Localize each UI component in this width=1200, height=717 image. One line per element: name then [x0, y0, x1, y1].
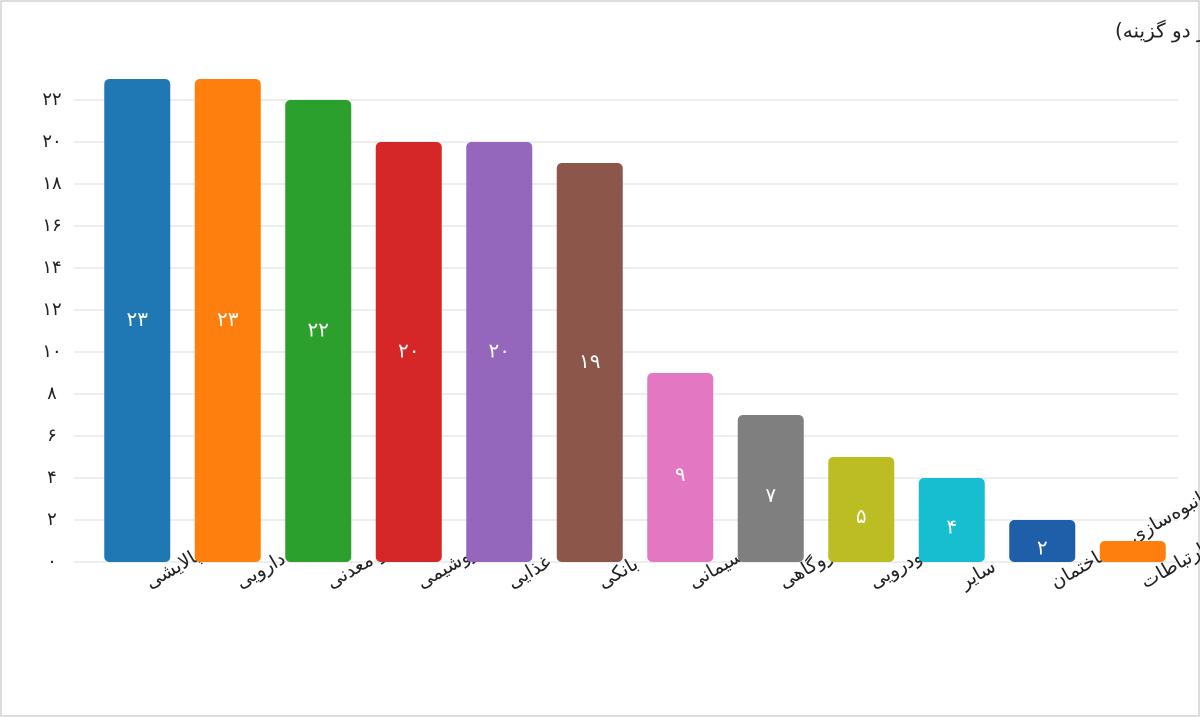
bar [918, 478, 985, 562]
chart-title: از میان صنایع بورسی، کدام دو گروه را در … [1115, 18, 1200, 43]
value-label: ۲ [1037, 536, 1048, 560]
y-tick-label: ۱۶ [42, 215, 61, 236]
bar [466, 142, 533, 562]
value-label: ۴ [946, 515, 957, 539]
y-tick-label: ۰ [47, 551, 57, 572]
value-label: ۱۹ [579, 349, 600, 373]
value-label: ۲۳ [217, 307, 239, 331]
y-tick-label: ۲۰ [42, 131, 61, 152]
value-label: ۲۰ [398, 339, 419, 363]
y-tick-label: ۶ [47, 425, 57, 446]
bar [737, 415, 804, 562]
y-tick-label: ۲۲ [42, 89, 61, 110]
bar [194, 79, 261, 562]
y-tick-label: ۲ [47, 509, 57, 530]
value-label: ۲۰ [489, 339, 510, 363]
value-label: ۲۳ [127, 307, 149, 331]
y-tick-label: ۱۰ [42, 341, 61, 362]
bar [1099, 541, 1166, 562]
bar [556, 163, 623, 562]
y-tick-label: ۱۲ [42, 299, 61, 320]
y-tick-label: ۱۸ [42, 173, 62, 194]
bar [647, 373, 714, 562]
y-tick-label: ۸ [47, 383, 57, 404]
value-label: ۹ [675, 462, 686, 486]
value-label: ۲۲ [308, 318, 329, 342]
value-label: ۷ [765, 483, 776, 507]
bar [375, 142, 442, 562]
value-label: ۵ [856, 504, 867, 528]
y-tick-label: ۴ [47, 467, 57, 488]
bar [828, 457, 895, 562]
bar [285, 100, 352, 562]
bar [104, 79, 171, 562]
bar [1009, 520, 1076, 562]
y-tick-label: ۱۴ [42, 257, 61, 278]
